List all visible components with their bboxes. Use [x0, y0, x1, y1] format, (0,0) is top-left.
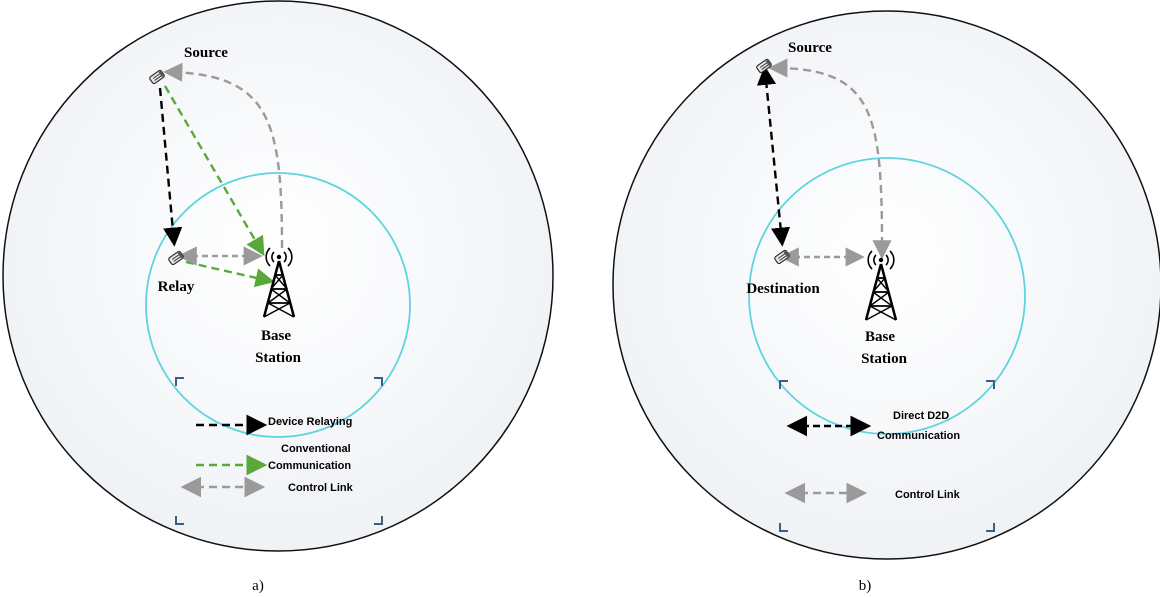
legend-direct-d2d-label-line1: Direct D2D	[893, 410, 949, 422]
coverage-inner-circle	[145, 172, 411, 438]
relay-label: Relay	[158, 279, 195, 295]
base-station-label-line2: Station	[255, 350, 302, 366]
panel-b: Source Destination Base Station Direct D…	[612, 10, 1160, 594]
legend: Device Relaying Conventional Communicati…	[175, 377, 383, 525]
coverage-outer-circle	[2, 0, 554, 552]
legend-conventional-label-line2: Communication	[268, 460, 351, 472]
legend-conventional-label-line1: Conventional	[281, 443, 351, 455]
legend-control-link-label: Control Link	[895, 489, 961, 501]
legend-control-link-label: Control Link	[288, 482, 354, 494]
legend-direct-d2d-label-line2: Communication	[877, 430, 960, 442]
panel-a: Source Relay Base Station Device Relayin…	[2, 0, 554, 594]
panel-a-caption: a)	[252, 578, 264, 594]
source-label: Source	[184, 45, 228, 61]
control-link-arrow-source	[768, 58, 892, 260]
legend: Direct D2D Communication Control Link	[779, 380, 995, 532]
legend-device-relaying-label: Device Relaying	[268, 416, 352, 428]
conventional-arrow-source-bs	[163, 85, 265, 257]
base-station-label-line1: Base	[865, 329, 895, 345]
panel-b-caption: b)	[859, 578, 872, 594]
source-label: Source	[788, 40, 832, 56]
control-link-arrow-source	[163, 62, 284, 249]
destination-label: Destination	[746, 281, 820, 297]
base-station-label-line2: Station	[861, 351, 908, 367]
base-station-label-line1: Base	[261, 328, 291, 344]
